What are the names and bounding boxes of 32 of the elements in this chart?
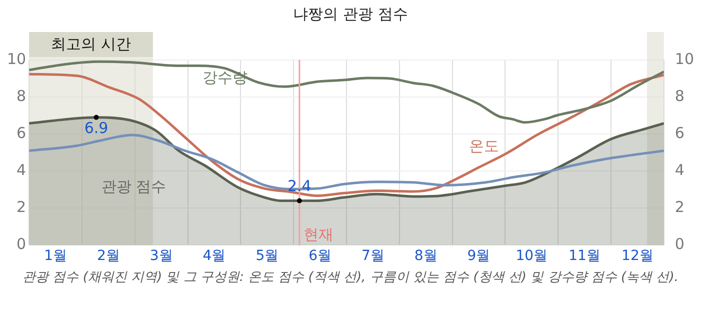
x-tick-label: 6월 bbox=[308, 248, 332, 264]
x-tick-label: 1월 bbox=[44, 248, 67, 264]
ref-line-label: 현재 bbox=[303, 226, 334, 244]
y2-tick-label: 0 bbox=[674, 235, 684, 254]
x-tick-label: 5월 bbox=[256, 248, 279, 264]
x-tick-label: 2월 bbox=[96, 248, 120, 264]
band-label: 최고의 시간 bbox=[51, 34, 131, 53]
x-tick-label: 9월 bbox=[467, 248, 490, 264]
x-tick-label: 3월 bbox=[150, 248, 173, 264]
chart-title: 냐짱의 관광 점수 bbox=[293, 4, 408, 23]
x-tick-label: 12월 bbox=[622, 248, 654, 264]
series-label: 관광 점수 bbox=[101, 178, 166, 196]
x-tick-label: 7월 bbox=[361, 248, 384, 264]
y2-tick-label: 6 bbox=[674, 124, 684, 142]
text: 관광 점수 (채워진 지역) 및 그 구성원: 온도 점수 (적색 선), 구름이 있는 점수 (청색 선) 및 강수량 점수 (녹색 선). bbox=[22, 269, 680, 287]
y-tick-label: 8 bbox=[16, 86, 26, 105]
y2-tick-label: 10 bbox=[674, 50, 694, 68]
y2-tick-label: 4 bbox=[674, 161, 684, 180]
x-tick-label: 8월 bbox=[414, 248, 438, 264]
y-tick-label: 10 bbox=[6, 50, 26, 68]
x-tick-label: 4월 bbox=[202, 248, 226, 264]
x-tick-label: 10월 bbox=[516, 248, 548, 264]
line-series bbox=[29, 72, 664, 197]
y2-tick-label: 8 bbox=[674, 86, 684, 105]
y-tick-label: 2 bbox=[16, 198, 26, 216]
y-tick-label: 6 bbox=[16, 124, 26, 142]
y-tick-label: 4 bbox=[16, 161, 26, 180]
y-tick-label: 0 bbox=[16, 235, 26, 254]
y2-tick-label: 2 bbox=[674, 198, 684, 216]
annotation: 6.9 bbox=[84, 118, 108, 137]
x-tick-label: 11월 bbox=[568, 248, 600, 264]
series-label: 온도 bbox=[469, 136, 500, 155]
